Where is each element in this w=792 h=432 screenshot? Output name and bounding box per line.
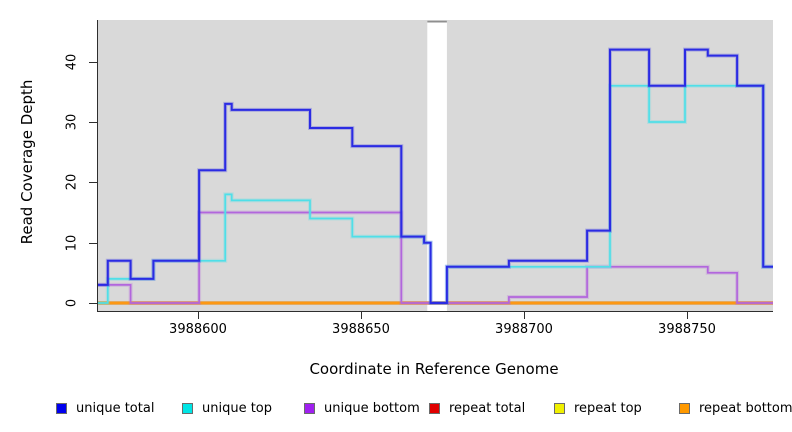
legend-item-unique-bottom: unique bottom xyxy=(304,398,420,418)
x-tick-label: 3988600 xyxy=(169,322,227,337)
x-tick-mark xyxy=(524,312,525,319)
x-tick-label: 3988700 xyxy=(495,322,553,337)
legend-item-repeat-top: repeat top xyxy=(554,398,642,418)
y-tick-label: 30 xyxy=(64,113,80,131)
legend-label: unique total xyxy=(76,400,155,416)
y-tick-label: 0 xyxy=(64,298,80,308)
legend-label: repeat total xyxy=(449,400,526,416)
y-tick-mark xyxy=(89,182,97,183)
legend-label: unique top xyxy=(202,400,273,416)
x-tick-mark xyxy=(198,312,199,319)
y-tick-label: 20 xyxy=(64,173,80,191)
legend: unique total unique top unique bottom repea… xyxy=(0,398,792,420)
y-axis-title: Read Coverage Depth xyxy=(18,79,36,245)
y-tick-mark xyxy=(89,122,97,123)
legend-label: repeat bottom xyxy=(699,400,792,416)
legend-swatch-icon xyxy=(554,402,565,414)
masked-region xyxy=(427,20,447,311)
legend-item-repeat-bottom: repeat bottom xyxy=(679,398,792,418)
legend-swatch-icon xyxy=(56,402,67,414)
x-tick-label: 3988650 xyxy=(332,322,390,337)
x-tick-label: 3988750 xyxy=(658,322,716,337)
y-tick-label: 10 xyxy=(64,234,80,252)
y-tick-mark xyxy=(89,303,97,304)
legend-swatch-icon xyxy=(429,402,440,414)
legend-item-unique-top: unique top xyxy=(182,398,272,418)
masked-region-top-edge xyxy=(427,20,447,23)
legend-label: unique bottom xyxy=(324,400,420,416)
series-unique-total xyxy=(98,48,773,304)
legend-item-unique-total: unique total xyxy=(56,398,154,418)
x-tick-mark xyxy=(361,312,362,319)
legend-item-repeat-total: repeat total xyxy=(429,398,525,418)
series-unique-bottom xyxy=(98,211,773,304)
legend-swatch-icon xyxy=(182,402,193,414)
coverage-step-plot xyxy=(98,20,773,311)
legend-swatch-icon xyxy=(304,402,315,414)
plot-area xyxy=(97,20,773,312)
x-tick-mark xyxy=(687,312,688,319)
y-tick-label: 40 xyxy=(64,53,80,71)
y-tick-mark xyxy=(89,62,97,63)
legend-label: repeat top xyxy=(574,400,642,416)
legend-swatch-icon xyxy=(679,402,690,414)
x-axis-title: Coordinate in Reference Genome xyxy=(309,360,559,378)
y-tick-mark xyxy=(89,243,97,244)
